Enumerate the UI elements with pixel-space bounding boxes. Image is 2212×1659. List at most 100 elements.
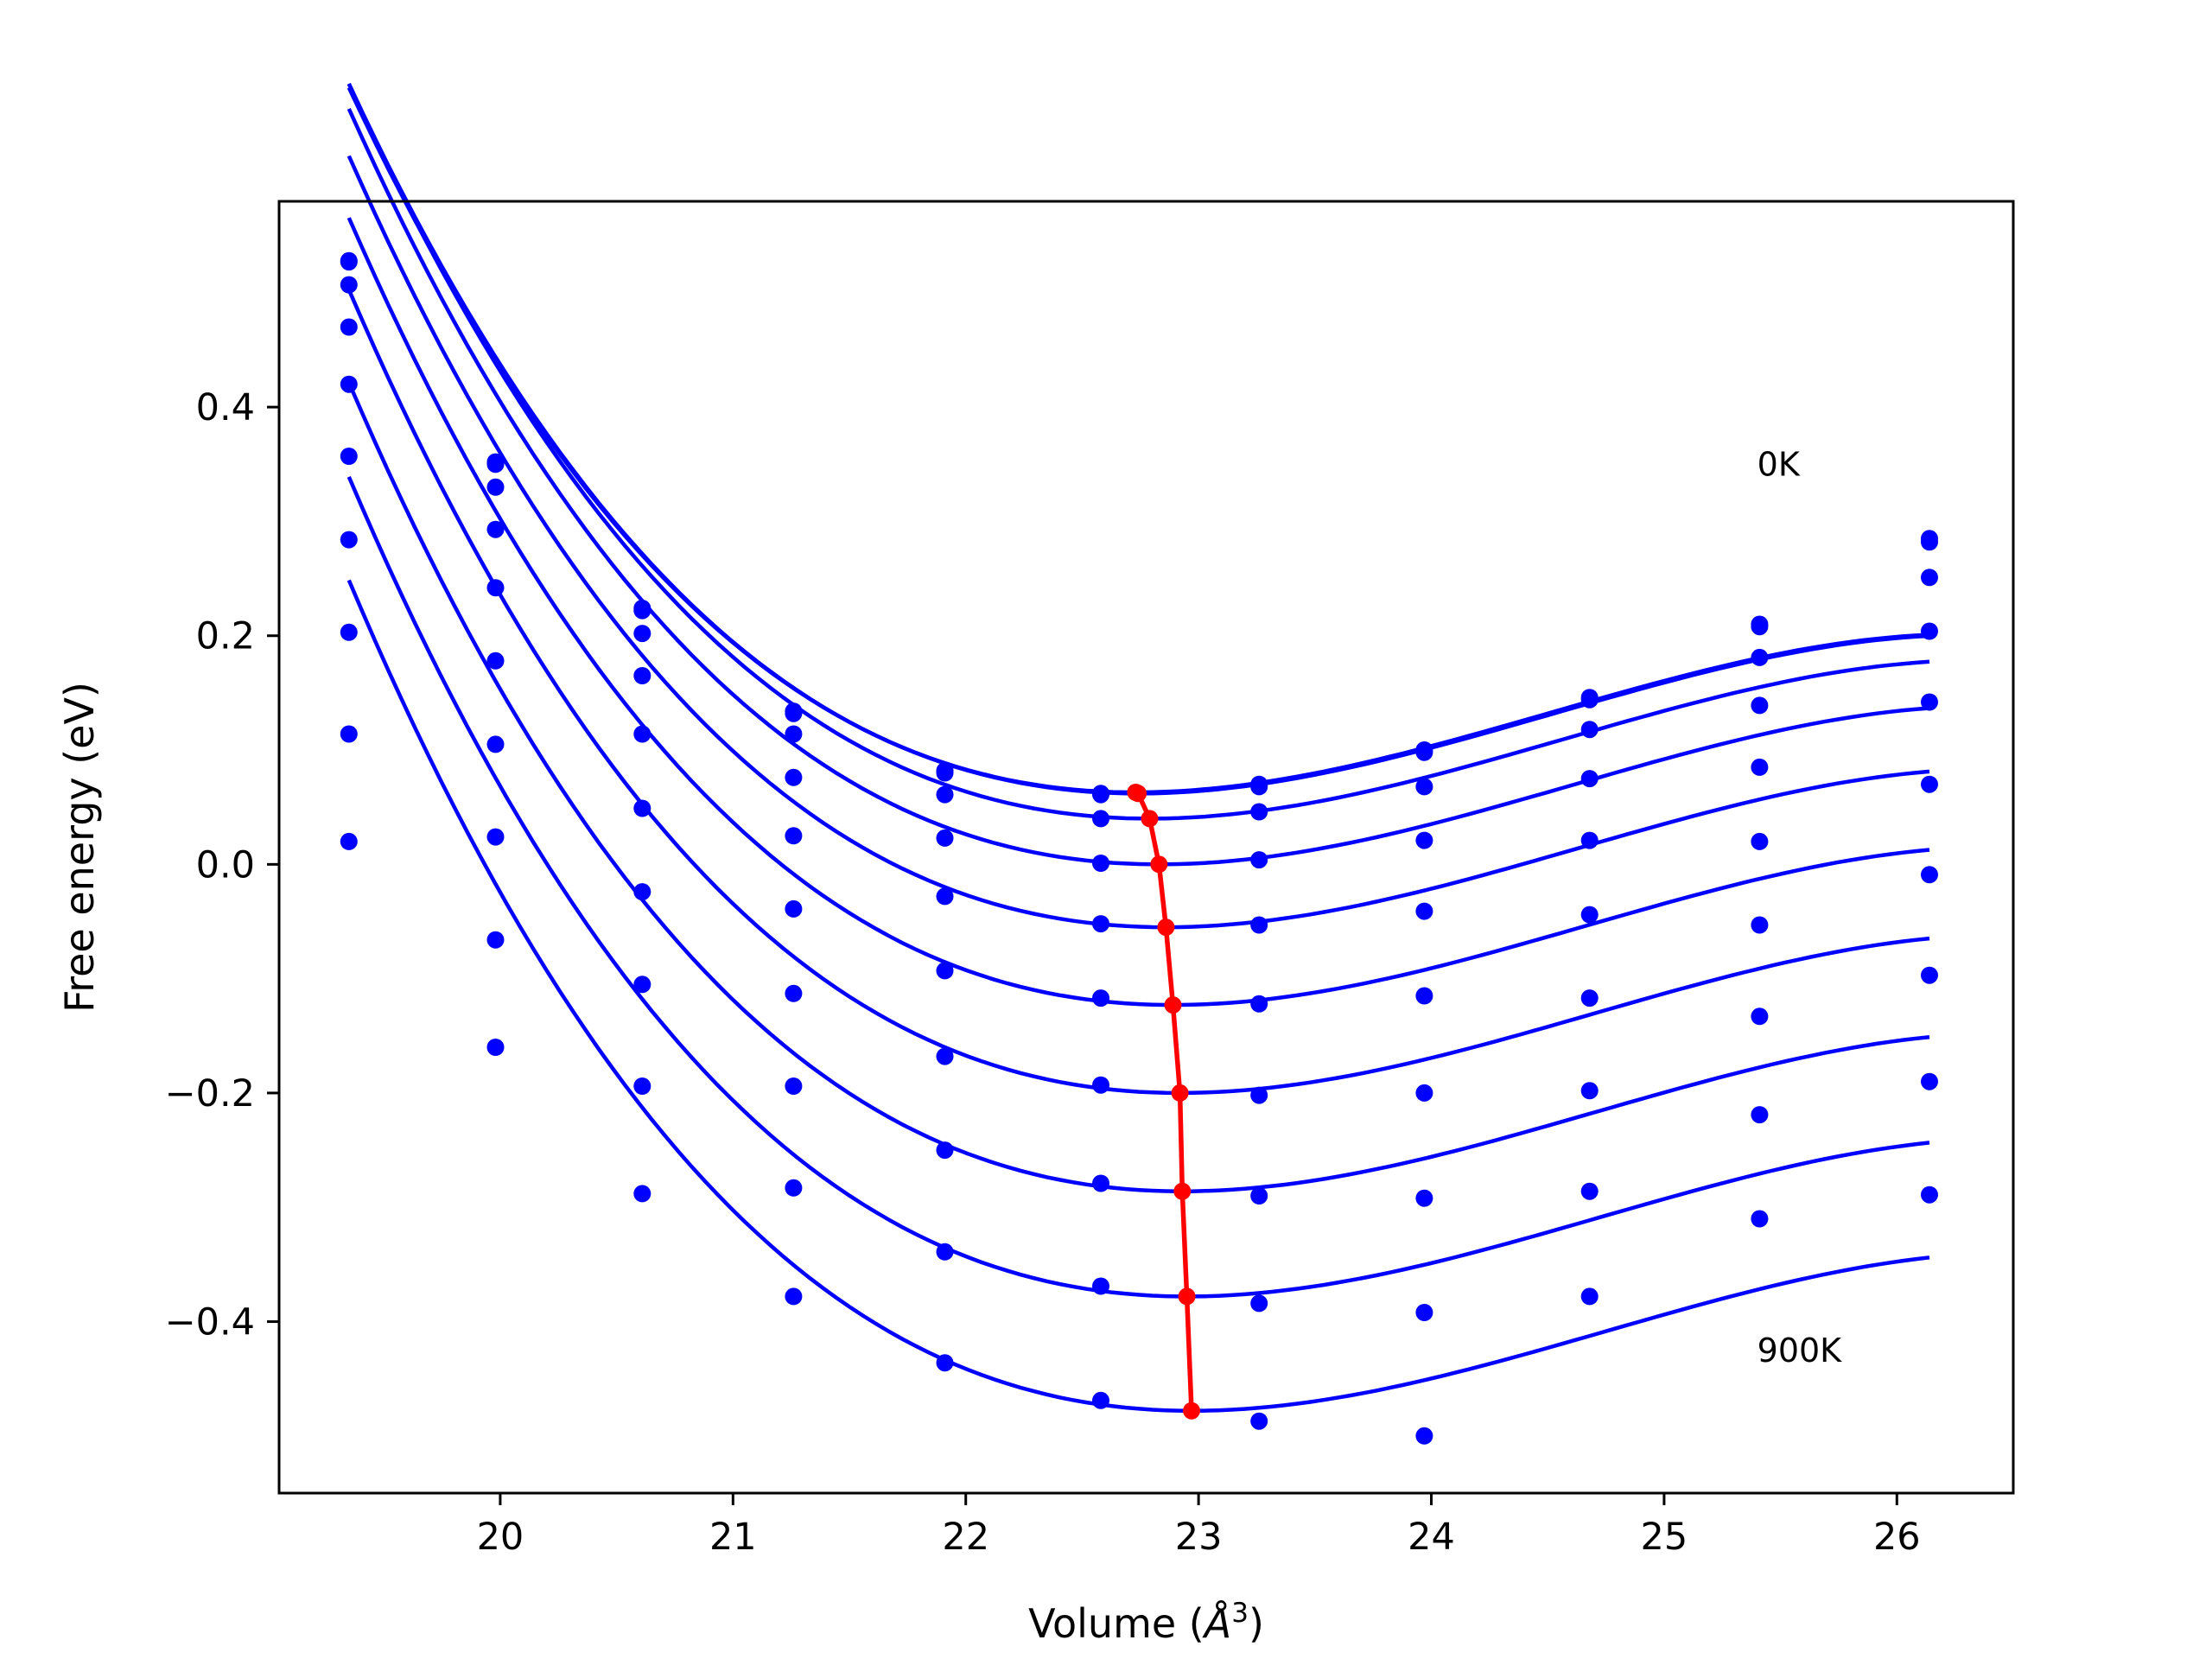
data-point [1921,966,1938,984]
data-point [785,768,803,786]
data-point [1751,1210,1769,1228]
x-tick-label: 25 [1641,1516,1688,1559]
data-point [1751,1106,1769,1124]
annotations: 0K 900K [1758,446,1843,1370]
x-tick-label: 23 [1175,1516,1223,1559]
fit-curve-1 [346,83,1930,796]
plot-content [340,82,1938,1445]
data-point [1580,1182,1599,1200]
x-tick-label: 22 [942,1516,989,1559]
data-point [1415,902,1433,920]
data-point [340,253,358,271]
data-point [1580,831,1599,849]
data-point [785,1287,803,1306]
minimum-point [1129,785,1147,803]
data-point [1092,810,1109,828]
data-point [1092,1076,1109,1094]
y-tick-label: 0.0 [196,843,255,887]
data-point [1751,1007,1769,1026]
data-point [340,832,358,850]
data-point [1751,696,1769,715]
data-point [1250,916,1268,934]
data-point [785,984,803,1002]
temperature-annotation: 900K [1758,1332,1843,1370]
data-point [1921,533,1938,551]
fit-curve-2 [346,82,1930,821]
data-point [1415,1304,1433,1321]
data-point [1921,866,1938,884]
data-point [1580,906,1599,924]
data-point [1751,832,1769,850]
data-point [1415,743,1433,761]
plot-frame [277,200,2015,1495]
data-point [340,448,358,465]
minimum-point [1141,810,1159,828]
minimum-line [1135,790,1194,1411]
x-axis: 20 21 22 23 24 25 26 [477,1493,1921,1559]
fit-curve-9 [346,579,1930,1413]
y-axis-label: Free energy (eV) [56,682,103,1013]
minimum-point [1164,996,1182,1014]
data-point [1250,1294,1268,1313]
data-point [1580,989,1599,1007]
data-point [1415,1427,1433,1445]
data-point [1250,1187,1268,1205]
data-point [785,899,803,918]
data-point [1092,989,1109,1007]
y-axis: −0.4 −0.2 0.0 0.2 0.4 [165,386,279,1344]
data-point [1751,758,1769,776]
data-point [936,785,954,804]
data-point [1921,775,1938,793]
data-point [1092,855,1109,872]
data-point [340,276,358,294]
data-point [486,455,505,474]
data-point [936,764,954,782]
data-point [936,1354,954,1372]
fit-curve-7 [346,381,1930,1193]
data-point [936,962,954,980]
data-point [1921,569,1938,587]
data-point [486,1039,505,1056]
data-point [1092,1277,1109,1295]
data-point [1415,1189,1433,1207]
minimum-point [1171,1084,1189,1102]
minimum-point [1183,1402,1200,1420]
data-point [1921,1072,1938,1090]
data-point [486,520,505,538]
data-point [633,625,652,643]
data-point [1250,1086,1268,1104]
x-tick-label: 21 [709,1516,757,1559]
data-point [1751,618,1769,636]
data-point [486,931,505,949]
fit-curve-6 [346,289,1930,1096]
data-point [1092,785,1109,804]
data-point [340,623,358,641]
fit-curve-8 [346,476,1930,1299]
y-tick-label: 0.2 [196,615,255,658]
data-point [1250,1412,1268,1430]
data-point [1415,831,1433,849]
data-point [1415,778,1433,796]
data-point [936,1047,954,1065]
data-point [1921,693,1938,711]
fit-curve-0 [346,86,1930,795]
temperature-annotation: 0K [1758,446,1801,484]
minimum-point [1150,855,1168,874]
y-tick-label: −0.2 [165,1072,255,1116]
fit-curve-3 [346,107,1930,867]
data-point [1092,1391,1109,1409]
x-tick-label: 26 [1873,1516,1921,1559]
data-point [486,652,505,670]
minimum-point [1157,918,1175,937]
minimum-point [1178,1287,1196,1306]
data-point [633,667,652,684]
data-point [785,1077,803,1095]
data-point [1250,851,1268,869]
y-tick-label: 0.4 [196,386,255,429]
data-point [785,827,803,845]
data-point [1415,987,1433,1005]
data-point [1751,648,1769,666]
data-point [340,318,358,336]
data-point [1921,1185,1938,1204]
